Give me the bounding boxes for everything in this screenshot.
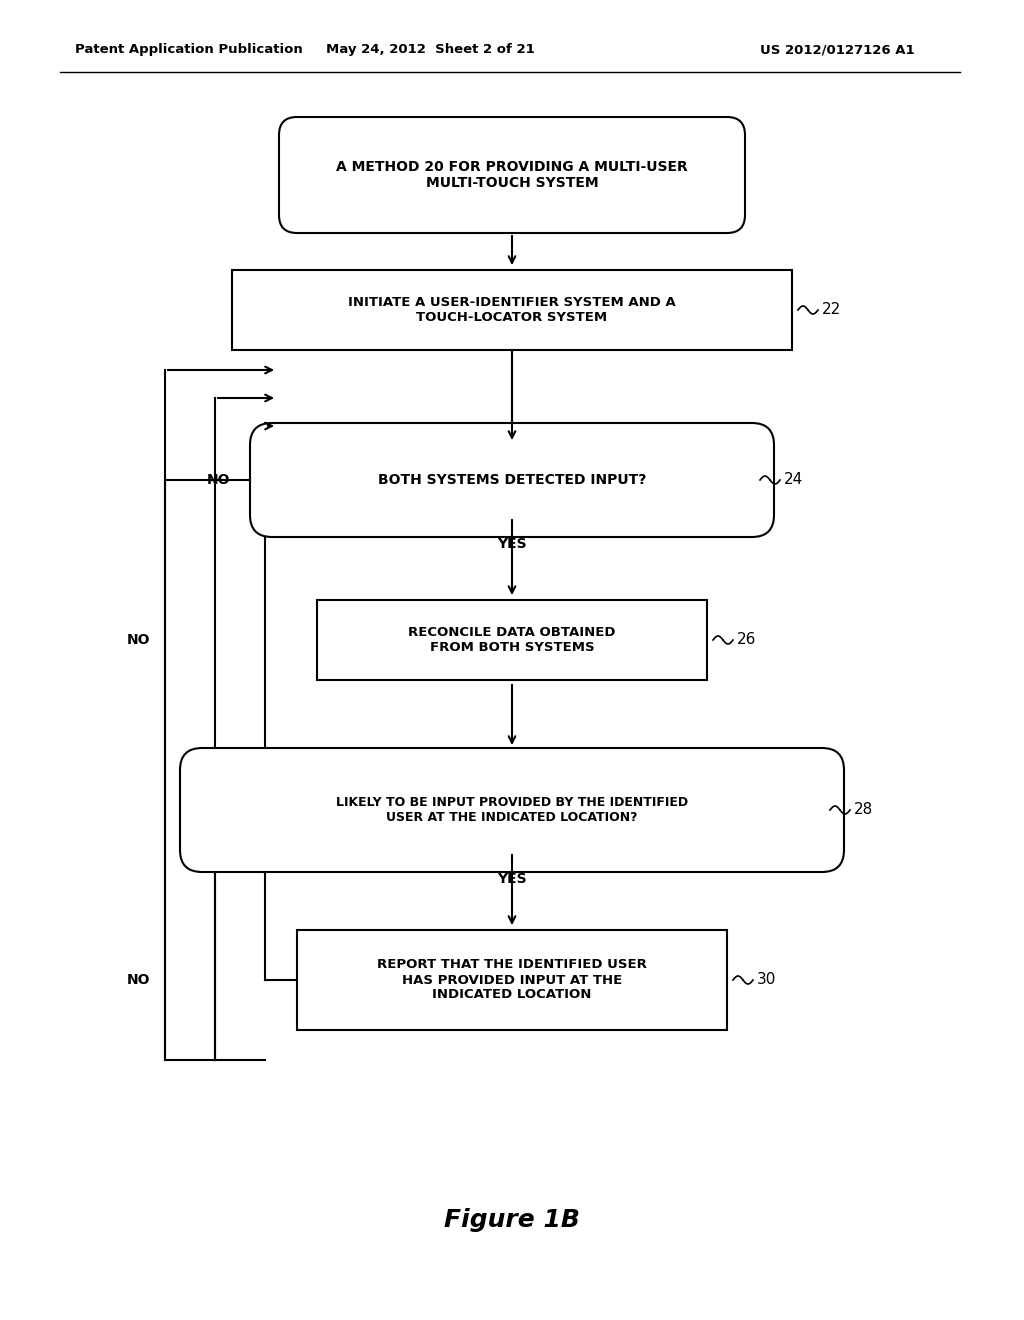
Text: 24: 24 xyxy=(784,473,803,487)
FancyBboxPatch shape xyxy=(279,117,745,234)
Bar xyxy=(232,271,792,350)
Text: BOTH SYSTEMS DETECTED INPUT?: BOTH SYSTEMS DETECTED INPUT? xyxy=(378,473,646,487)
Text: 22: 22 xyxy=(822,302,842,318)
Bar xyxy=(317,601,707,680)
Text: YES: YES xyxy=(498,873,526,886)
Text: US 2012/0127126 A1: US 2012/0127126 A1 xyxy=(760,44,914,57)
FancyBboxPatch shape xyxy=(180,748,844,873)
Text: Patent Application Publication: Patent Application Publication xyxy=(75,44,303,57)
Text: LIKELY TO BE INPUT PROVIDED BY THE IDENTIFIED
USER AT THE INDICATED LOCATION?: LIKELY TO BE INPUT PROVIDED BY THE IDENT… xyxy=(336,796,688,824)
Text: RECONCILE DATA OBTAINED
FROM BOTH SYSTEMS: RECONCILE DATA OBTAINED FROM BOTH SYSTEM… xyxy=(409,626,615,653)
Text: YES: YES xyxy=(498,537,526,550)
Text: NO: NO xyxy=(127,973,150,987)
Text: A METHOD 20 FOR PROVIDING A MULTI-USER
MULTI-TOUCH SYSTEM: A METHOD 20 FOR PROVIDING A MULTI-USER M… xyxy=(336,160,688,190)
Text: Figure 1B: Figure 1B xyxy=(444,1208,580,1232)
FancyBboxPatch shape xyxy=(250,422,774,537)
Text: NO: NO xyxy=(207,473,230,487)
Text: REPORT THAT THE IDENTIFIED USER
HAS PROVIDED INPUT AT THE
INDICATED LOCATION: REPORT THAT THE IDENTIFIED USER HAS PROV… xyxy=(377,958,647,1002)
Text: NO: NO xyxy=(127,634,150,647)
Text: May 24, 2012  Sheet 2 of 21: May 24, 2012 Sheet 2 of 21 xyxy=(326,44,535,57)
Bar xyxy=(297,931,727,1030)
Text: INITIATE A USER-IDENTIFIER SYSTEM AND A
TOUCH-LOCATOR SYSTEM: INITIATE A USER-IDENTIFIER SYSTEM AND A … xyxy=(348,296,676,323)
Text: 28: 28 xyxy=(854,803,873,817)
Text: 30: 30 xyxy=(757,973,776,987)
Text: 26: 26 xyxy=(737,632,757,648)
